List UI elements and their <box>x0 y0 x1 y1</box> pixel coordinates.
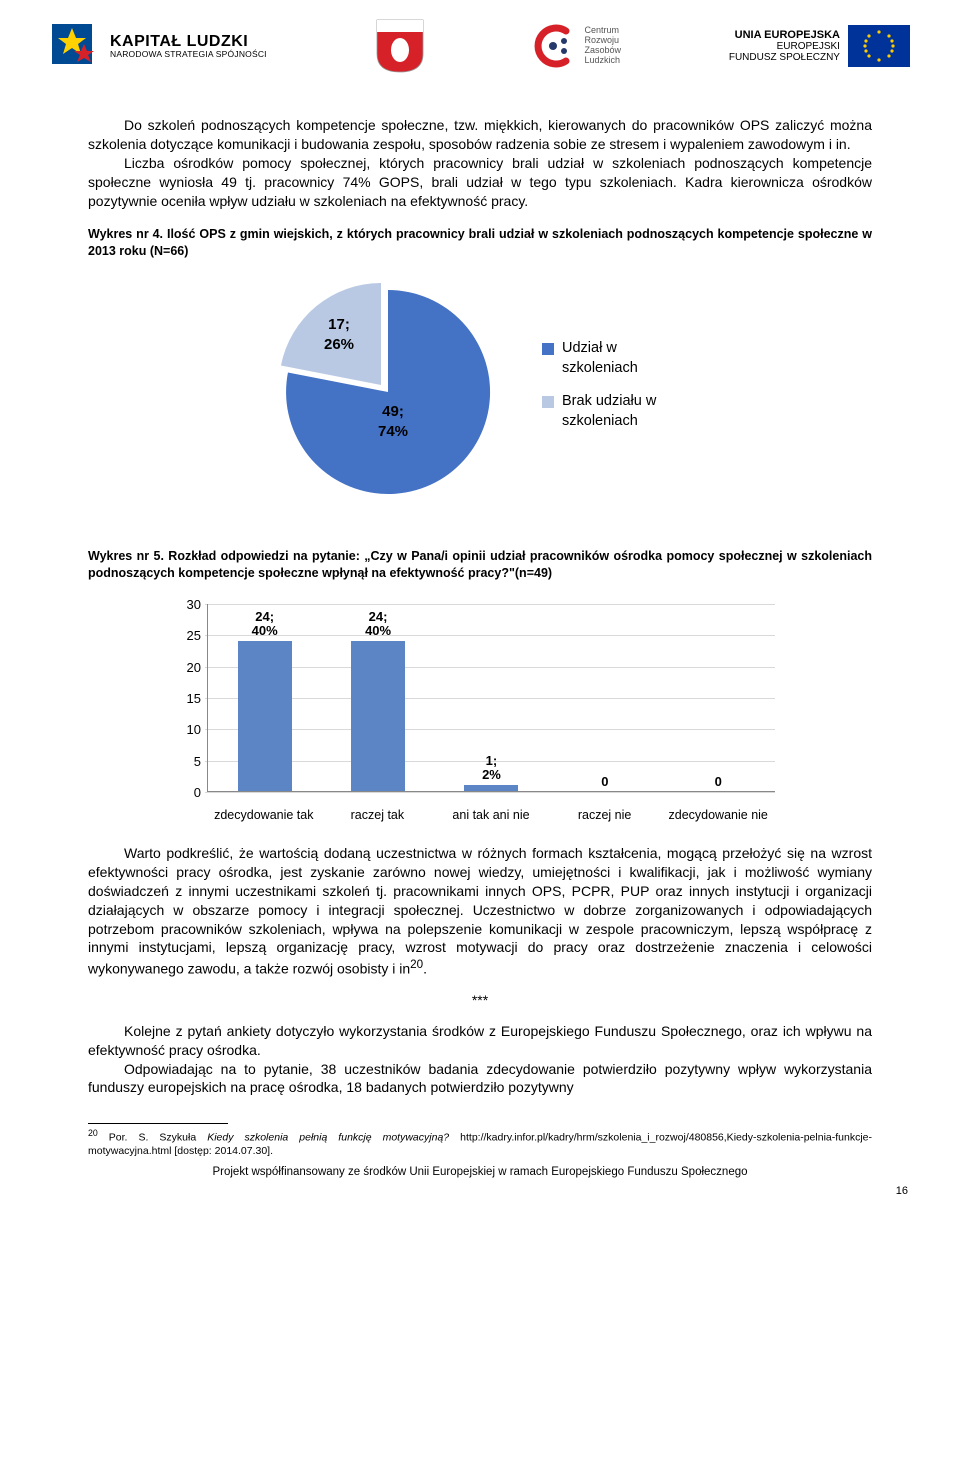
bar-value-label: 24; 40% <box>365 610 391 639</box>
y-tick-label: 10 <box>187 721 201 739</box>
bar-category-label: zdecydowanie tak <box>214 807 314 824</box>
kl-star-icon <box>50 22 102 70</box>
bar-value-label: 0 <box>715 775 722 789</box>
y-tick-label: 5 <box>194 753 201 771</box>
bar-chart: 05101520253024; 40%24; 40%1; 2%00zdecydo… <box>185 604 775 814</box>
legend-swatch-icon <box>542 396 554 408</box>
footnote-rule <box>88 1123 228 1124</box>
kl-subtitle: NARODOWA STRATEGIA SPÓJNOŚCI <box>110 50 267 59</box>
bar-column: 24; 40% <box>224 610 306 791</box>
legend-label-1: Udział w szkoleniach <box>562 339 682 378</box>
bar-rect <box>464 785 518 791</box>
bar-rect <box>238 641 292 791</box>
y-tick-label: 25 <box>187 627 201 645</box>
bar-value-label: 1; 2% <box>482 754 501 783</box>
bar-rect <box>351 641 405 791</box>
coat-of-arms-icon <box>375 18 425 74</box>
page-content: Do szkoleń podnoszących kompetencje społ… <box>0 92 960 1181</box>
bar-column: 24; 40% <box>337 610 419 791</box>
bar-column: 0 <box>564 775 646 791</box>
eu-sub2: FUNDUSZ SPOŁECZNY <box>729 52 840 63</box>
eu-title: UNIA EUROPEJSKA <box>729 29 840 41</box>
bar-column: 0 <box>677 775 759 791</box>
logo-eu: UNIA EUROPEJSKA EUROPEJSKI FUNDUSZ SPOŁE… <box>729 25 910 67</box>
legend-swatch-icon <box>542 343 554 355</box>
bar-category-label: zdecydowanie nie <box>668 807 768 824</box>
footer-line: Projekt współfinansowany ze środków Unii… <box>88 1165 872 1181</box>
chart5-caption: Wykres nr 5. Rozkład odpowiedzi na pytan… <box>88 548 872 582</box>
paragraph-4: Kolejne z pytań ankiety dotyczyło wykorz… <box>88 1022 872 1060</box>
paragraph-1: Do szkoleń podnoszących kompetencje społ… <box>88 116 872 154</box>
bar-category-label: ani tak ani nie <box>441 807 541 824</box>
legend-item-2: Brak udziału w szkoleniach <box>542 392 682 431</box>
logo-kapital-ludzki: KAPITAŁ LUDZKI NARODOWA STRATEGIA SPÓJNO… <box>50 22 267 70</box>
bar-category-label: raczej nie <box>555 807 655 824</box>
page-number: 16 <box>0 1184 960 1215</box>
pie-svg <box>278 282 498 502</box>
legend-item-1: Udział w szkoleniach <box>542 339 682 378</box>
paragraph-2: Liczba ośrodków pomocy społecznej, który… <box>88 154 872 211</box>
chart4-caption: Wykres nr 4. Ilość OPS z gmin wiejskich,… <box>88 226 872 260</box>
bar-value-label: 24; 40% <box>252 610 278 639</box>
logo-crzl: Centrum Rozwoju Zasobów Ludzkich <box>532 23 621 69</box>
footnote: 20 Por. S. Szykuła Kiedy szkolenia pełni… <box>88 1128 872 1159</box>
paragraph-3: Warto podkreślić, że wartością dodaną uc… <box>88 844 872 979</box>
pie-legend: Udział w szkoleniach Brak udziału w szko… <box>542 339 682 445</box>
legend-label-2: Brak udziału w szkoleniach <box>562 392 682 431</box>
pie-label-small: 17; 26% <box>324 315 354 356</box>
crzl-line4: Ludzkich <box>584 56 621 66</box>
y-tick-label: 0 <box>194 784 201 802</box>
y-tick-label: 20 <box>187 659 201 677</box>
pie-chart: 17; 26% 49; 74% Udział w szkoleniach Bra… <box>88 282 872 502</box>
eu-sub1: EUROPEJSKI <box>729 41 840 52</box>
bar-value-label: 0 <box>601 775 608 789</box>
paragraph-5: Odpowiadając na to pytanie, 38 uczestnik… <box>88 1060 872 1098</box>
bar-category-label: raczej tak <box>327 807 427 824</box>
separator-stars: *** <box>88 991 872 1010</box>
y-tick-label: 15 <box>187 690 201 708</box>
header-logos: KAPITAŁ LUDZKI NARODOWA STRATEGIA SPÓJNO… <box>0 0 960 92</box>
y-tick-label: 30 <box>187 596 201 614</box>
kl-title: KAPITAŁ LUDZKI <box>110 33 267 51</box>
bar-column: 1; 2% <box>450 754 532 791</box>
crzl-icon <box>532 23 578 69</box>
eu-flag-icon <box>848 25 910 67</box>
pie-label-large: 49; 74% <box>378 402 408 443</box>
